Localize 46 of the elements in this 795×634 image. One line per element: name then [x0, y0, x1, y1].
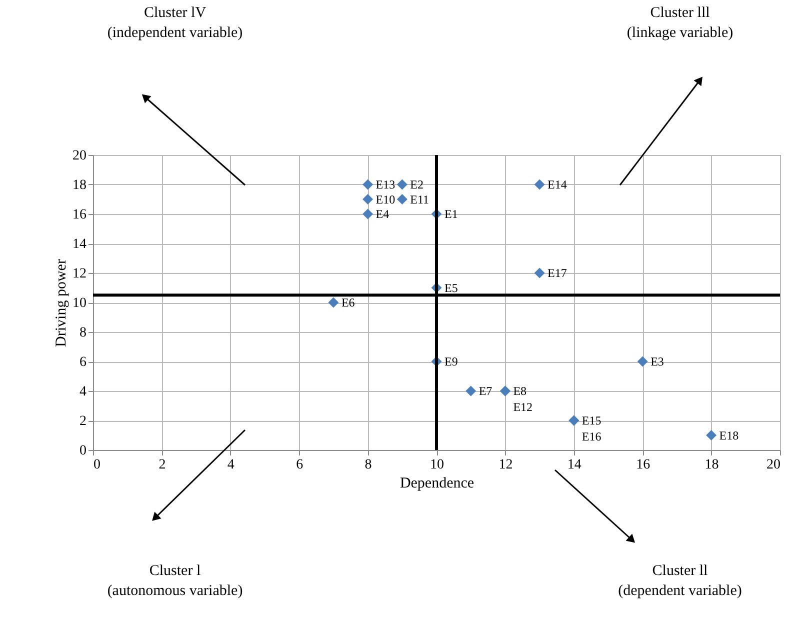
y-tick-label: 18: [72, 178, 86, 193]
x-tick-label: 20: [766, 458, 780, 472]
annotation: E14: [548, 178, 567, 192]
text: Cluster lll (linkage variable): [626, 5, 734, 41]
y-tick-label: 10: [72, 296, 86, 311]
annotation: E5: [444, 280, 458, 295]
annotation: E13: [376, 178, 396, 192]
annotation: E1: [444, 207, 458, 221]
y-axis-title: Driving power: [54, 259, 70, 347]
annotation: E6: [341, 296, 355, 310]
x-axis-title: Dependence: [400, 476, 474, 492]
x-tick-label: 10: [430, 458, 444, 472]
y-tick-label: 20: [72, 148, 86, 164]
annotation: E11: [410, 192, 430, 206]
y-tick-label: 16: [72, 208, 86, 222]
annotation: E17: [548, 266, 567, 280]
annotation: E10: [376, 192, 396, 206]
y-tick-label: 8: [80, 326, 86, 340]
annotation: E9: [444, 354, 458, 368]
x-tick-label: 4: [227, 458, 234, 472]
text: Cluster lV (independent variable): [107, 5, 243, 41]
x-tick-label: 2: [158, 458, 166, 472]
y-tick-label: 2: [80, 414, 86, 429]
annotation: E18: [719, 428, 739, 442]
annotation: E7: [478, 384, 492, 398]
x-tick-label: 8: [364, 458, 372, 472]
x-tick-label: 6: [296, 458, 304, 472]
y-tick-label: 6: [80, 355, 86, 370]
y-tick-label: 4: [80, 384, 86, 400]
annotation: E8: [513, 384, 527, 398]
annotation: E16: [582, 430, 602, 444]
x-tick-label: 16: [636, 458, 650, 472]
annotation: E4: [376, 207, 390, 221]
x-tick-label: 18: [704, 458, 719, 472]
y-tick-label: 12: [72, 266, 86, 282]
y-tick-label: 14: [72, 237, 86, 252]
x-tick-label: 0: [94, 458, 100, 472]
annotation: E2: [410, 178, 424, 192]
annotation: E15: [582, 414, 602, 428]
x-tick-label: 14: [567, 458, 582, 472]
text: Cluster ll (dependent variable): [618, 563, 742, 599]
text: Cluster l (autonomous variable): [107, 563, 243, 599]
x-tick-label: 12: [498, 458, 513, 472]
annotation: E3: [650, 354, 664, 368]
annotation: E12: [513, 400, 533, 414]
y-tick-label: 0: [80, 444, 86, 458]
